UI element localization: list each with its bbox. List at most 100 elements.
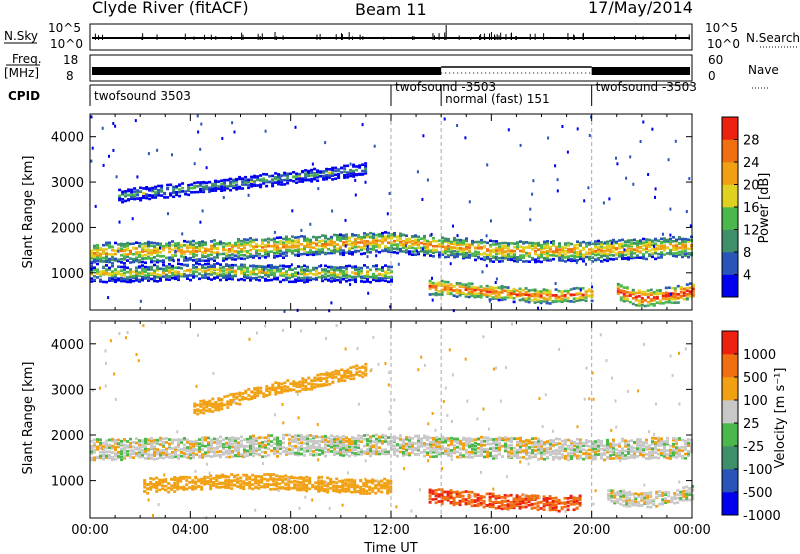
power-cell (384, 238, 387, 241)
power-cell (540, 255, 543, 259)
power-cell (276, 236, 279, 240)
power-cell (441, 239, 444, 242)
vel-cell (210, 445, 213, 449)
power-cell (150, 241, 153, 244)
vel-cell (351, 442, 354, 445)
power-cell (679, 285, 683, 289)
power-cell (189, 268, 192, 272)
vel-cell (285, 453, 288, 456)
power-cell (452, 285, 456, 288)
power-cell (664, 301, 668, 304)
power-cell (558, 254, 561, 257)
vel-cell (114, 452, 117, 456)
vel-cell (393, 435, 396, 438)
power-cell (500, 291, 504, 294)
power-cell (627, 244, 630, 247)
power-cell (316, 179, 320, 182)
power-cell (150, 260, 153, 264)
vel-cell (276, 451, 279, 455)
power-cell (213, 265, 216, 268)
power-cell (153, 271, 156, 274)
power-cell (294, 253, 297, 257)
power-cell (141, 278, 144, 281)
power-cell (303, 268, 306, 271)
power-cell (337, 175, 341, 178)
vel-cell (486, 442, 489, 446)
power-cell (114, 252, 117, 256)
power-cell (303, 271, 306, 275)
power-cell (440, 279, 444, 283)
power-cell (485, 295, 489, 298)
power-cell (654, 246, 657, 250)
power-cell (649, 299, 653, 303)
vel-cell (231, 439, 234, 443)
power-cell (685, 289, 689, 292)
power-cell (575, 297, 579, 300)
vel-cell (312, 450, 315, 453)
vel-cell (312, 435, 315, 438)
power-cell (546, 240, 549, 243)
power-cell (243, 278, 246, 282)
power-cell (154, 193, 158, 197)
vel-cell (468, 439, 471, 443)
power-cell (220, 189, 224, 192)
power-cell (537, 244, 540, 247)
power-cell (120, 244, 123, 247)
vel-cell (132, 445, 135, 449)
power-cell (467, 287, 471, 290)
power-scatter-point (283, 309, 286, 313)
power-cell (126, 259, 129, 262)
power-cell (447, 241, 450, 245)
vel-cell (342, 454, 345, 457)
power-scatter-point (566, 150, 569, 154)
power-cell (331, 168, 335, 171)
power-cell (111, 258, 114, 262)
power-cell (363, 280, 366, 284)
power-colorbar-tick-label: 12 (743, 224, 760, 239)
power-scatter-point (623, 248, 626, 252)
vel-cell (345, 453, 348, 456)
vel-cell (165, 455, 168, 459)
vel-cell (495, 440, 498, 443)
vel-cell (675, 449, 678, 452)
power-cell (375, 269, 378, 273)
power-cell (282, 245, 285, 249)
power-cell (351, 234, 354, 238)
vel-cell (228, 449, 231, 453)
power-cell (516, 247, 519, 250)
power-cell (476, 294, 480, 298)
vel-cell (606, 443, 609, 446)
power-cell (670, 295, 674, 298)
power-cell (455, 283, 459, 286)
power-cell (316, 175, 320, 179)
power-cell (171, 244, 174, 247)
vel-cell (630, 455, 633, 459)
power-cell (363, 274, 366, 278)
power-cell (507, 249, 510, 253)
power-scatter-point (532, 179, 535, 183)
power-cell (462, 239, 465, 243)
vel-cell (264, 443, 267, 447)
vel-cell (309, 437, 312, 441)
power-cell (126, 253, 129, 256)
power-cell (648, 249, 651, 252)
vel-cell (192, 444, 195, 448)
power-cell (114, 259, 117, 262)
vel-cell (549, 439, 552, 442)
vel-cell (213, 447, 216, 450)
power-cell (154, 185, 158, 189)
power-cell (171, 248, 174, 252)
power-cell (301, 170, 305, 173)
vel-cell (192, 454, 195, 457)
power-cell (151, 188, 155, 192)
vel-cell (564, 457, 567, 460)
vel-cell (93, 442, 96, 445)
power-cell (536, 290, 540, 293)
power-cell (274, 181, 278, 184)
vel-cell (405, 448, 408, 452)
power-cell (240, 270, 243, 273)
vel-cell (147, 448, 150, 451)
power-cell (567, 258, 570, 262)
power-cell (423, 242, 426, 246)
power-scatter-point (547, 136, 550, 140)
